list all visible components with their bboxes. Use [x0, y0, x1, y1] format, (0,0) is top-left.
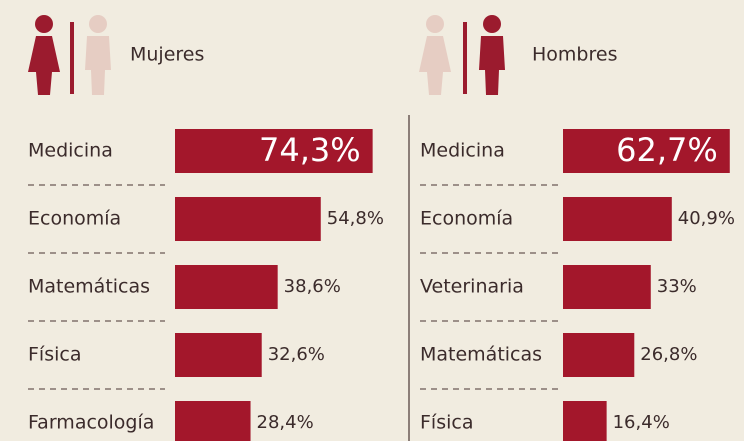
value-label: 54,8%	[327, 208, 384, 229]
value-label: 26,8%	[640, 344, 697, 365]
bar	[175, 333, 262, 377]
category-label: Economía	[420, 208, 513, 230]
panel-title: Hombres	[532, 44, 617, 66]
bar	[175, 129, 373, 173]
man-icon	[85, 15, 111, 95]
divider	[463, 22, 467, 94]
man-icon	[479, 15, 505, 95]
value-label: 33%	[657, 276, 697, 297]
bar	[563, 333, 635, 377]
category-label: Física	[420, 412, 473, 434]
bar	[563, 197, 672, 241]
bar	[175, 197, 321, 241]
panel-title: Mujeres	[130, 44, 204, 66]
value-label: 16,4%	[613, 412, 670, 433]
category-label: Veterinaria	[420, 276, 524, 298]
bar	[563, 401, 607, 441]
category-label: Matemáticas	[28, 276, 150, 298]
category-label: Medicina	[420, 140, 505, 162]
category-label: Medicina	[28, 140, 113, 162]
bar	[563, 129, 730, 173]
bar	[175, 265, 278, 309]
category-label: Farmacología	[28, 412, 154, 434]
woman-icon	[28, 15, 60, 95]
category-label: Física	[28, 344, 81, 366]
value-label: 74,3%	[259, 131, 361, 169]
value-label: 40,9%	[678, 208, 735, 229]
value-label: 28,4%	[257, 412, 314, 433]
bar	[175, 401, 251, 441]
value-label: 38,6%	[284, 276, 341, 297]
divider	[70, 22, 74, 94]
woman-icon	[419, 15, 451, 95]
value-label: 32,6%	[268, 344, 325, 365]
category-label: Matemáticas	[420, 344, 542, 366]
bar	[563, 265, 651, 309]
category-label: Economía	[28, 208, 121, 230]
value-label: 62,7%	[616, 131, 718, 169]
